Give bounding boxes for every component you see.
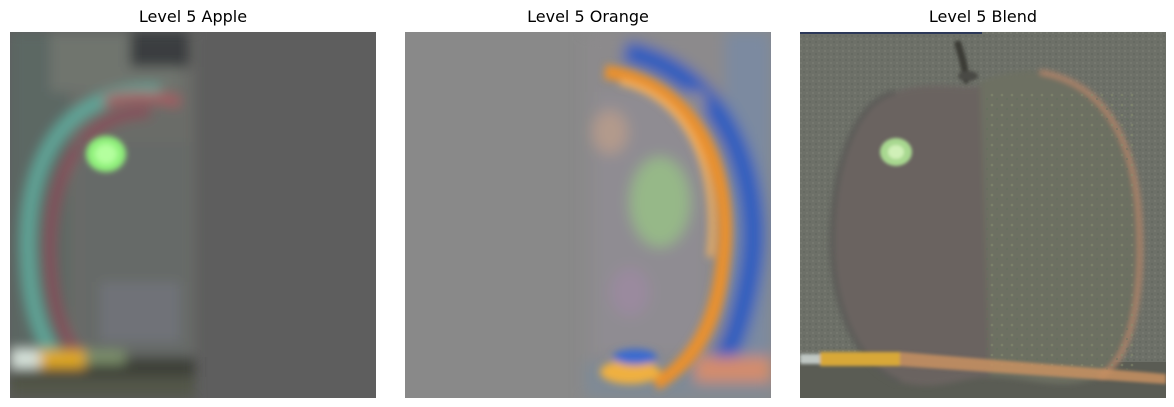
panel-level5-apple: Level 5 Apple [10, 0, 376, 407]
panel-title-apple: Level 5 Apple [138, 7, 248, 26]
orange-laplacian-image [405, 32, 771, 398]
panel-level5-orange: Level 5 Orange [405, 0, 771, 407]
apple-laplacian-image [10, 32, 376, 398]
panel-level5-blend: Level 5 Blend [800, 0, 1166, 407]
panel-title-orange: Level 5 Orange [527, 7, 649, 26]
blend-image [800, 32, 1166, 398]
panel-title-blend: Level 5 Blend [928, 7, 1038, 26]
